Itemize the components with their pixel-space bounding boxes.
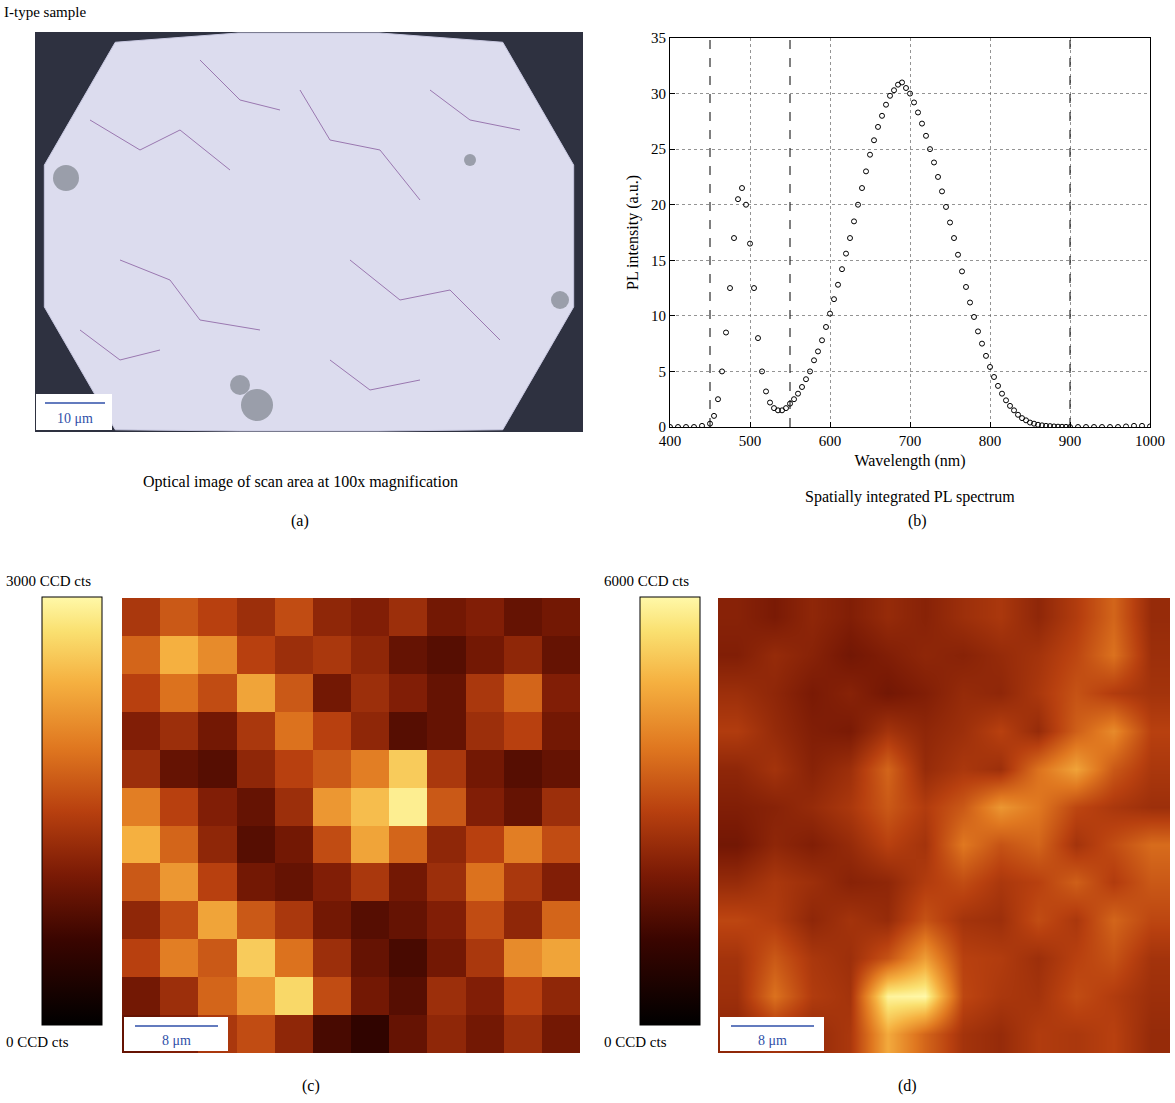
svg-text:(b): (b) — [908, 512, 927, 530]
svg-text:500: 500 — [739, 433, 762, 449]
svg-text:20: 20 — [651, 197, 666, 213]
svg-text:35: 35 — [651, 30, 666, 46]
svg-text:0: 0 — [659, 419, 667, 435]
svg-text:(d): (d) — [898, 1077, 917, 1095]
svg-text:8 μm: 8 μm — [758, 1033, 787, 1048]
svg-text:3000 CCD cts: 3000 CCD cts — [6, 573, 91, 589]
svg-text:30: 30 — [651, 86, 666, 102]
svg-text:10 μm: 10 μm — [57, 411, 93, 426]
svg-text:1000: 1000 — [1135, 433, 1165, 449]
svg-text:PL intensity (a.u.): PL intensity (a.u.) — [624, 175, 642, 290]
svg-text:Wavelength (nm): Wavelength (nm) — [854, 452, 965, 470]
svg-text:400: 400 — [659, 433, 682, 449]
svg-text:0 CCD cts: 0 CCD cts — [604, 1034, 667, 1050]
svg-text:6000 CCD cts: 6000 CCD cts — [604, 573, 689, 589]
svg-text:(a): (a) — [291, 512, 309, 530]
svg-text:Optical image of scan area at: Optical image of scan area at 100x magni… — [143, 473, 458, 491]
svg-text:800: 800 — [979, 433, 1002, 449]
svg-text:15: 15 — [651, 253, 666, 269]
svg-text:600: 600 — [819, 433, 842, 449]
svg-text:700: 700 — [899, 433, 922, 449]
svg-text:8 μm: 8 μm — [162, 1033, 191, 1048]
svg-text:Spatially integrated PL spectr: Spatially integrated PL spectrum — [805, 488, 1015, 506]
svg-text:I-type sample: I-type sample — [4, 4, 86, 20]
svg-text:10: 10 — [651, 308, 666, 324]
svg-text:(c): (c) — [302, 1077, 320, 1095]
svg-text:5: 5 — [659, 364, 667, 380]
svg-text:25: 25 — [651, 141, 666, 157]
svg-text:900: 900 — [1059, 433, 1082, 449]
svg-text:0 CCD cts: 0 CCD cts — [6, 1034, 69, 1050]
